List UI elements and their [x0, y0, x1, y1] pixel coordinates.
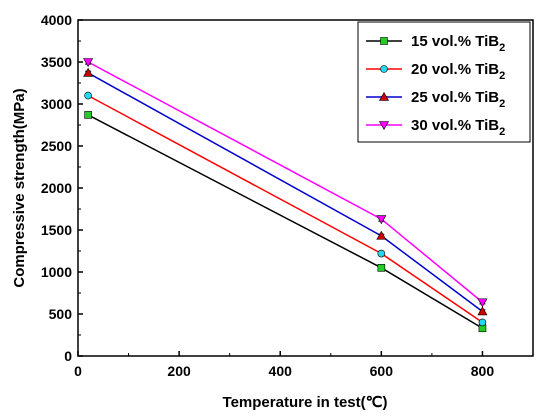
- legend-item: 30 vol.% TiB2: [366, 117, 505, 138]
- legend-label-main: 15 vol.% TiB: [411, 33, 499, 50]
- series-2: [84, 91, 487, 327]
- x-tick-label: 800: [471, 363, 495, 379]
- x-axis-ticks: 0 200 400 600 800: [74, 351, 494, 379]
- x-tick-label: 0: [74, 363, 82, 379]
- data-point: [83, 58, 94, 68]
- legend-label-subscript: 2: [499, 70, 505, 82]
- y-tick-label: 0: [64, 348, 72, 364]
- x-tick-label: 600: [370, 363, 394, 379]
- legend-item: 25 vol.% TiB2: [366, 89, 505, 110]
- legend-marker: [378, 91, 390, 101]
- series-layer: [83, 58, 488, 333]
- y-tick-label: 3000: [41, 96, 72, 112]
- plot-frame: [77, 19, 534, 357]
- legend-label-subscript: 2: [499, 42, 505, 54]
- legend-item: 15 vol.% TiB2: [366, 33, 505, 54]
- series-line: [87, 114, 483, 329]
- y-tick-label: 500: [49, 306, 73, 322]
- x-axis-title: Temperature in test(℃): [223, 394, 388, 411]
- series-4: [83, 58, 488, 308]
- legend-label-subscript: 2: [499, 126, 505, 138]
- data-point: [477, 306, 488, 316]
- y-tick-label: 2000: [41, 180, 72, 196]
- y-tick-label: 1500: [41, 222, 72, 238]
- data-point: [478, 318, 487, 327]
- x-tick-label: 200: [167, 363, 191, 379]
- data-point: [377, 263, 386, 272]
- data-point: [376, 230, 387, 240]
- legend-label-main: 25 vol.% TiB: [411, 89, 499, 106]
- legend-item: 20 vol.% TiB2: [366, 61, 505, 82]
- series-3: [83, 67, 488, 316]
- legend-label: 15 vol.% TiB2: [411, 33, 505, 54]
- legend-marker: [378, 121, 390, 131]
- y-tick-label: 1000: [41, 264, 72, 280]
- legend-label: 20 vol.% TiB2: [411, 61, 505, 82]
- legend-marker: [380, 37, 388, 45]
- data-point: [83, 67, 94, 77]
- data-point: [377, 249, 386, 258]
- legend-label-main: 20 vol.% TiB: [411, 61, 499, 78]
- y-tick-label: 2500: [41, 138, 72, 154]
- y-axis-title: Compressive strength(MPa): [11, 88, 28, 287]
- data-point: [477, 298, 488, 308]
- data-point: [84, 91, 92, 100]
- y-tick-label: 3500: [41, 54, 72, 70]
- x-tick-label: 400: [269, 363, 293, 379]
- series-1: [84, 111, 487, 333]
- y-tick-label: 4000: [41, 12, 72, 28]
- data-point: [376, 215, 387, 225]
- legend-label-subscript: 2: [499, 98, 505, 110]
- legend-label-main: 30 vol.% TiB: [411, 117, 499, 134]
- y-axis-ticks: 0 500 1000 1500 2000 2500 3000 3500 4000: [41, 12, 83, 364]
- legend-marker: [380, 65, 388, 73]
- data-point: [84, 111, 92, 119]
- legend-label: 25 vol.% TiB2: [411, 89, 505, 110]
- legend-label: 30 vol.% TiB2: [411, 117, 505, 138]
